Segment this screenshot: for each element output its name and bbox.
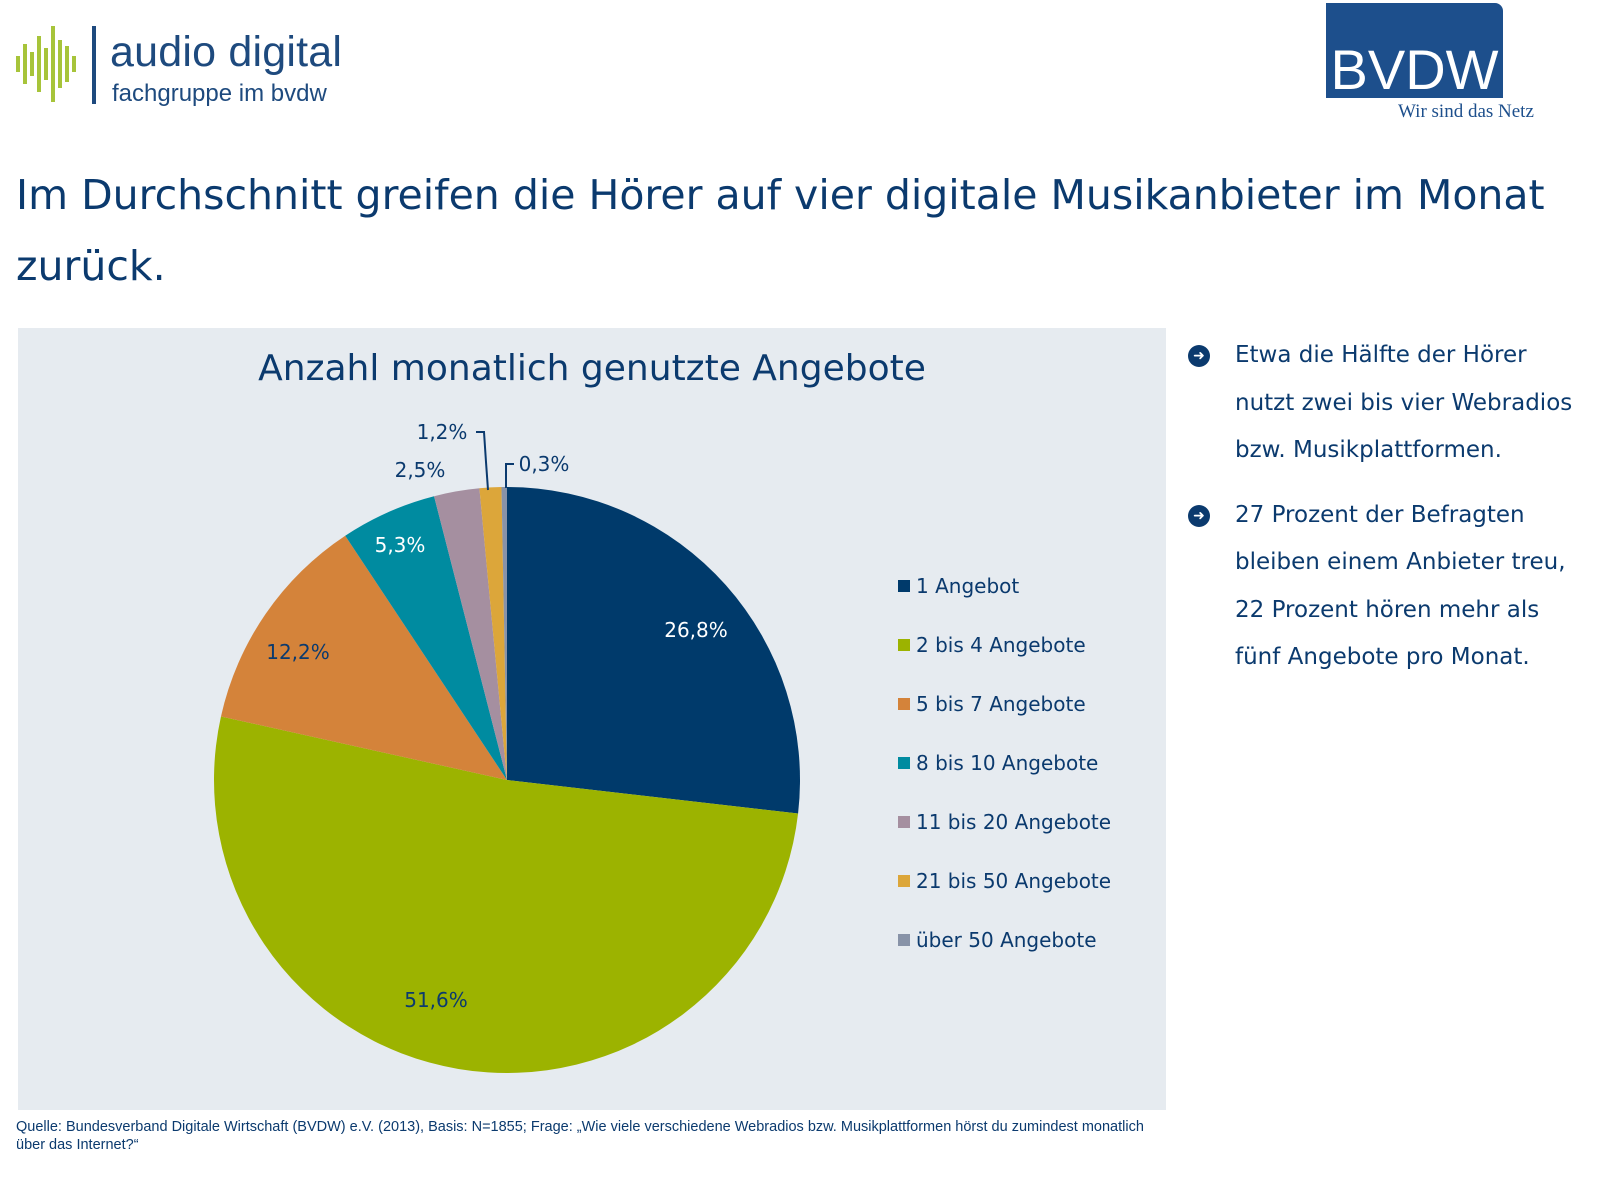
data-label: 26,8% bbox=[664, 618, 728, 642]
logo-title: audio digital bbox=[110, 28, 343, 76]
pie-slice bbox=[507, 487, 800, 814]
legend-label: 5 bis 7 Angebote bbox=[916, 692, 1086, 716]
pie-chart: 26,8% 51,6% 12,2% 5,3% 2,5% 1,2% 0,3% bbox=[213, 420, 800, 1073]
sound-wave-icon bbox=[16, 24, 78, 104]
legend-label: 8 bis 10 Angebote bbox=[916, 751, 1099, 775]
finding-text: 27 Prozent der Befragten bleiben einem A… bbox=[1235, 501, 1566, 671]
key-findings: ➜ Etwa die Hälfte der Hörer nutzt zwei b… bbox=[1188, 332, 1588, 699]
page-title: Im Durchschnitt greifen die Hörer auf vi… bbox=[16, 171, 1545, 290]
pie-slice bbox=[434, 488, 507, 780]
pie-slice bbox=[479, 487, 507, 780]
legend-label: über 50 Angebote bbox=[916, 928, 1097, 952]
audio-digital-logo: audio digital fachgruppe im bvdw bbox=[16, 24, 396, 110]
legend-label: 11 bis 20 Angebote bbox=[916, 810, 1112, 834]
legend-item: 11 bis 20 Angebote bbox=[898, 810, 1111, 834]
legend-swatch bbox=[898, 757, 910, 769]
legend-item: 2 bis 4 Angebote bbox=[898, 633, 1086, 657]
legend-item: 5 bis 7 Angebote bbox=[898, 692, 1086, 716]
finding-text: Etwa die Hälfte der Hörer nutzt zwei bis… bbox=[1235, 342, 1573, 463]
chart-panel: Anzahl monatlich genutzte Angebote 26,8%… bbox=[18, 328, 1166, 1110]
legend-item: 1 Angebot bbox=[898, 574, 1019, 598]
data-label: 5,3% bbox=[375, 533, 426, 557]
legend-swatch bbox=[898, 875, 910, 887]
finding-item: ➜ Etwa die Hälfte der Hörer nutzt zwei b… bbox=[1188, 332, 1588, 475]
legend-item: 21 bis 50 Angebote bbox=[898, 869, 1111, 893]
legend-swatch bbox=[898, 639, 910, 651]
pie-slice bbox=[345, 496, 507, 780]
data-label: 1,2% bbox=[417, 420, 468, 444]
legend-label: 1 Angebot bbox=[916, 574, 1020, 598]
legend-label: 21 bis 50 Angebote bbox=[916, 869, 1112, 893]
data-label: 2,5% bbox=[395, 458, 446, 482]
finding-item: ➜ 27 Prozent der Befragten bleiben einem… bbox=[1188, 492, 1588, 682]
leader-line bbox=[476, 431, 489, 491]
leader-line bbox=[505, 463, 514, 488]
source-note: Quelle: Bundesverband Digitale Wirtschaf… bbox=[16, 1119, 1144, 1153]
bvdw-logo: BVDW bbox=[1326, 3, 1503, 101]
arrow-circle-icon: ➜ bbox=[1188, 345, 1210, 367]
legend-swatch bbox=[898, 816, 910, 828]
legend-swatch bbox=[898, 580, 910, 592]
arrow-circle-icon: ➜ bbox=[1188, 504, 1210, 527]
legend-item: 8 bis 10 Angebote bbox=[898, 751, 1098, 775]
bvdw-tagline: Wir sind das Netz bbox=[1398, 101, 1534, 122]
legend-item: über 50 Angebote bbox=[898, 928, 1097, 952]
pie-slice bbox=[501, 487, 507, 780]
chart-title: Anzahl monatlich genutzte Angebote bbox=[258, 348, 926, 389]
data-label: 12,2% bbox=[266, 640, 330, 664]
logo-divider bbox=[92, 26, 96, 104]
bvdw-logo-text: BVDW bbox=[1330, 38, 1499, 101]
legend-swatch bbox=[898, 698, 910, 710]
legend-label: 2 bis 4 Angebote bbox=[916, 633, 1086, 657]
legend-swatch bbox=[898, 934, 910, 946]
data-label: 51,6% bbox=[404, 988, 468, 1012]
pie-slice bbox=[220, 535, 507, 780]
data-label: 0,3% bbox=[519, 452, 570, 476]
pie-slice bbox=[213, 716, 799, 1073]
logo-subtitle: fachgruppe im bvdw bbox=[112, 80, 327, 107]
